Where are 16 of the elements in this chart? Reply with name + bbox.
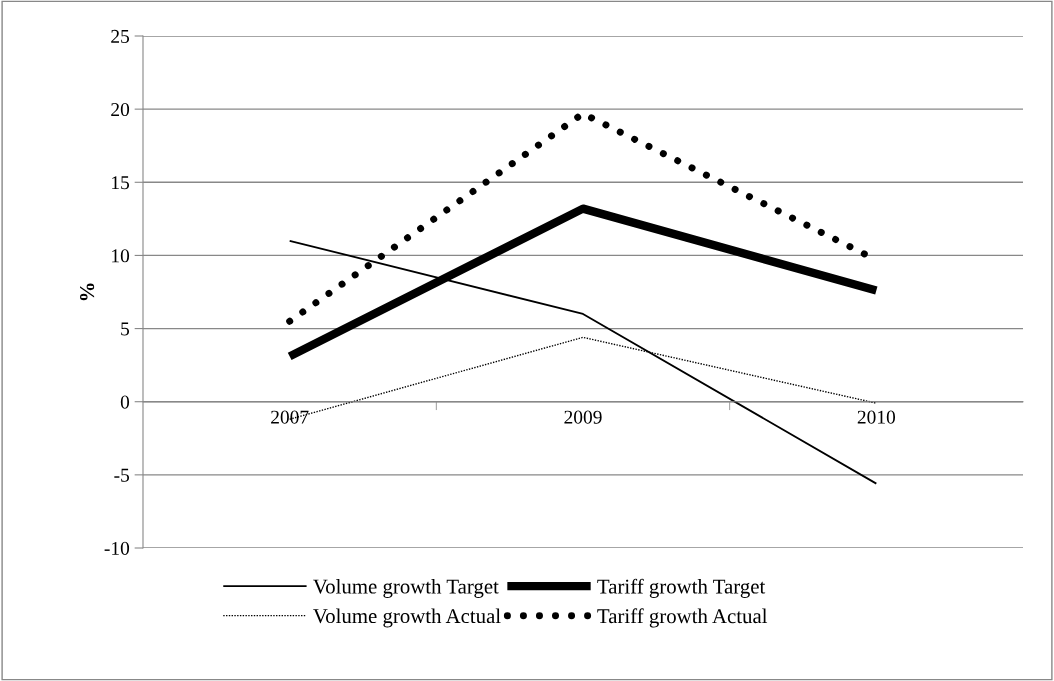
y-tick-label: 10 [112, 249, 130, 263]
legend-label: Volume growth Actual [313, 608, 501, 628]
y-tick-label: 5 [121, 322, 130, 336]
y-tick-label: -5 [114, 468, 130, 482]
y-tick-label: 25 [111, 29, 130, 43]
y-tick-label: 20 [111, 102, 130, 117]
x-tick-label: 2007 [271, 410, 309, 424]
x-tick-label: 2009 [564, 410, 602, 424]
y-tick-label: 15 [112, 176, 130, 190]
legend-label: Volume growth Target [313, 578, 499, 598]
legend-label: Tariff growth Target [597, 578, 766, 598]
y-axis-title: % [80, 283, 95, 301]
x-tick-label: 2010 [857, 410, 896, 424]
legend-label: Tariff growth Actual [597, 608, 768, 628]
y-tick-label: 0 [120, 395, 130, 409]
y-tick-label: -10 [104, 541, 130, 555]
